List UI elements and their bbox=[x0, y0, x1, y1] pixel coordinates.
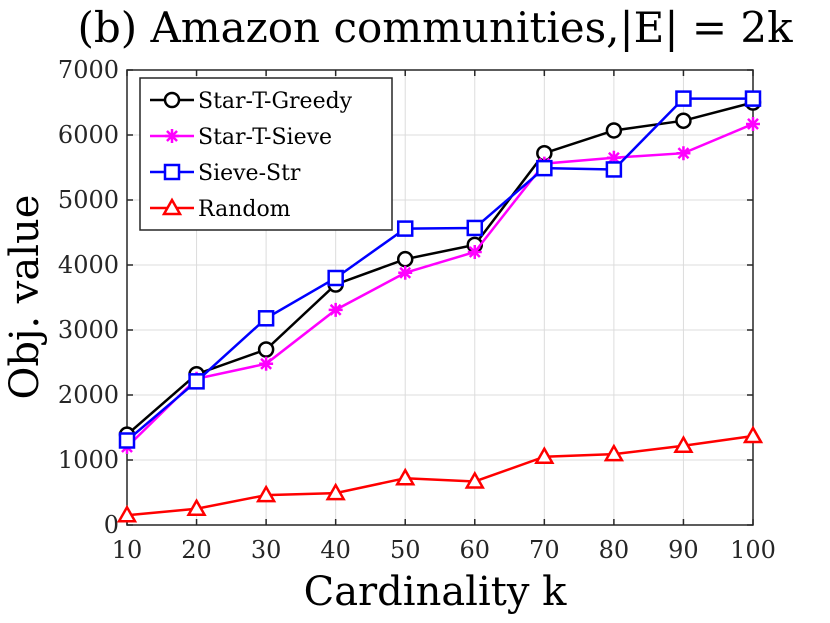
legend-box bbox=[139, 77, 393, 231]
legend-item: Star-T-Sieve bbox=[150, 125, 332, 150]
data-point bbox=[676, 146, 691, 161]
x-tick-label: 10 bbox=[112, 536, 143, 564]
series-line bbox=[126, 434, 754, 517]
data-point bbox=[328, 302, 343, 317]
series-sieve-str bbox=[118, 90, 762, 449]
y-tick-label: 0 bbox=[104, 511, 119, 539]
data-point bbox=[398, 265, 413, 280]
y-tick-label: 1000 bbox=[58, 446, 119, 474]
y-axis-label: Obj. value bbox=[2, 195, 48, 400]
data-point bbox=[325, 482, 346, 501]
data-point bbox=[467, 245, 482, 259]
y-tick-label: 4000 bbox=[58, 251, 119, 279]
legend-item: Star-T-Greedy bbox=[150, 89, 353, 114]
data-point bbox=[257, 341, 275, 358]
data-point bbox=[466, 219, 484, 237]
data-point bbox=[464, 470, 485, 489]
chart-title: (b) Amazon communities,|E| = 2k bbox=[77, 3, 793, 52]
y-tick-label: 7000 bbox=[58, 56, 119, 84]
data-point bbox=[188, 373, 205, 390]
plot-frame bbox=[126, 69, 754, 526]
x-tick-label: 20 bbox=[181, 536, 212, 564]
data-point bbox=[605, 161, 623, 178]
data-point bbox=[673, 435, 694, 453]
data-point bbox=[396, 250, 414, 268]
data-point bbox=[603, 443, 625, 462]
data-point bbox=[746, 116, 760, 131]
legend-marker bbox=[163, 163, 181, 181]
data-point bbox=[327, 269, 344, 287]
legend-label: Random bbox=[198, 197, 291, 222]
data-point bbox=[116, 504, 138, 523]
y-tick-label: 3000 bbox=[58, 316, 119, 344]
data-point bbox=[259, 356, 274, 371]
data-point bbox=[257, 310, 275, 327]
x-tick-label: 30 bbox=[251, 536, 282, 564]
data-point bbox=[605, 122, 623, 139]
series-line bbox=[126, 101, 754, 436]
data-point bbox=[118, 432, 136, 449]
x-axis-label: Cardinality k bbox=[304, 569, 568, 615]
y-tick-label: 6000 bbox=[58, 121, 119, 149]
data-point bbox=[744, 90, 762, 107]
data-point bbox=[395, 467, 416, 486]
data-point bbox=[255, 484, 277, 503]
x-tick-label: 70 bbox=[529, 536, 560, 564]
legend-label: Star-T-Greedy bbox=[198, 89, 353, 114]
data-point bbox=[536, 159, 553, 177]
data-point bbox=[186, 498, 207, 516]
legend-marker bbox=[163, 91, 181, 109]
legend-label: Sieve-Str bbox=[198, 161, 301, 186]
x-tick-label: 40 bbox=[320, 536, 351, 564]
y-tick-label: 2000 bbox=[58, 381, 119, 409]
x-tick-label: 80 bbox=[599, 536, 630, 564]
series-random bbox=[116, 425, 764, 523]
series-line bbox=[126, 122, 754, 448]
y-tick-label: 5000 bbox=[58, 186, 119, 214]
legend-marker bbox=[161, 197, 183, 216]
data-point bbox=[675, 90, 692, 107]
x-tick-label: 90 bbox=[668, 536, 699, 564]
x-tick-label: 60 bbox=[460, 536, 491, 564]
x-tick-label: 100 bbox=[730, 536, 776, 564]
legend-label: Star-T-Sieve bbox=[198, 125, 332, 150]
data-point bbox=[606, 150, 621, 165]
series-line bbox=[126, 97, 753, 442]
data-point bbox=[396, 220, 414, 237]
legend-item: Sieve-Str bbox=[150, 161, 301, 186]
legend-item: Random bbox=[150, 197, 291, 222]
data-point bbox=[534, 446, 555, 464]
x-tick-label: 50 bbox=[390, 536, 421, 564]
legend-marker bbox=[165, 129, 179, 143]
data-point bbox=[742, 425, 764, 444]
data-point bbox=[675, 112, 692, 129]
